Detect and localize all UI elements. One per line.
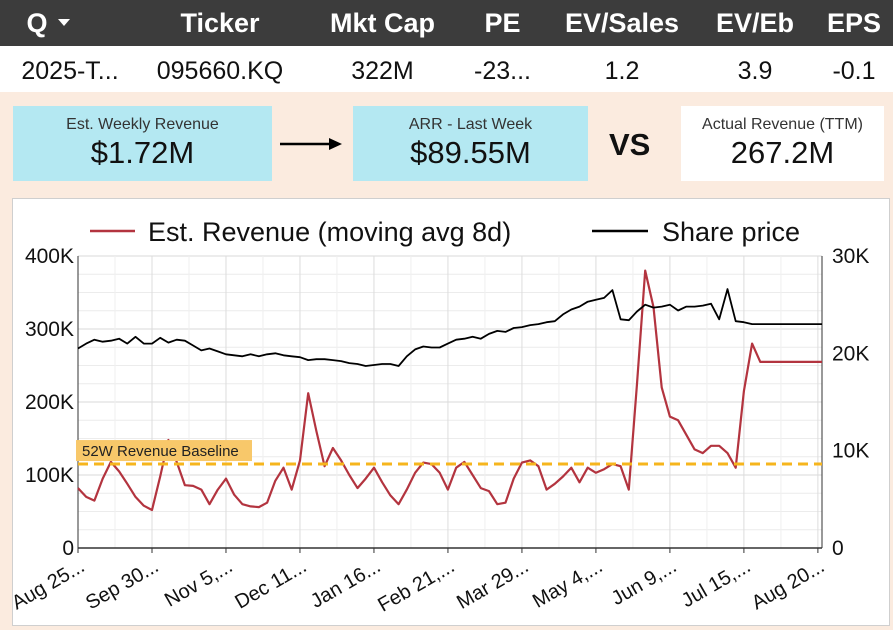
y-left-tick-label: 0: [62, 537, 74, 560]
quarter-column-header[interactable]: Q: [0, 0, 96, 46]
baseline-label: 52W Revenue Baseline: [82, 443, 239, 460]
revenue-series-line: [77, 269, 822, 512]
weekly-revenue-value: $1.72M: [90, 135, 195, 170]
share-price-series-line: [77, 288, 822, 367]
baseline-label-bg: [76, 440, 252, 462]
y-left-tick-label: 100K: [25, 464, 74, 487]
arr-card: ARR - Last Week $89.55M: [353, 106, 588, 181]
x-tick-label: May 4,...: [529, 555, 606, 612]
ticker-cell: 095660.KQ: [156, 57, 284, 85]
y-right-tick-label: 10K: [832, 440, 869, 463]
mktcap-column-header[interactable]: Mkt Cap: [329, 8, 435, 38]
arr-value: $89.55M: [410, 135, 531, 170]
legend-revenue-label: Est. Revenue (moving avg 8d): [148, 217, 511, 247]
y-right-tick-label: 30K: [832, 245, 869, 268]
x-tick-label: Jul 15,...: [678, 555, 754, 612]
table-row[interactable]: 2025-T... 095660.KQ 322M -23... 1.2 3.9 …: [0, 46, 893, 92]
mktcap-cell: 322M: [351, 57, 414, 85]
x-tick-label: Aug 25...: [8, 555, 88, 614]
x-tick-label: Feb 21,...: [374, 555, 458, 616]
ticker-column-header[interactable]: Ticker: [180, 8, 260, 38]
quarter-cell: 2025-T...: [21, 57, 119, 85]
eps-column-header[interactable]: EPS: [826, 8, 882, 38]
x-tick-label: Nov 5,...: [161, 555, 237, 611]
x-tick-label: Jan 16...: [307, 555, 384, 612]
evsales-cell: 1.2: [604, 57, 640, 85]
arrow-right-icon: [280, 138, 342, 150]
actual-revenue-label: Actual Revenue (TTM): [702, 116, 863, 133]
actual-revenue-card: Actual Revenue (TTM) 267.2M: [681, 106, 884, 181]
x-tick-label: Sep 30...: [82, 555, 162, 614]
weekly-revenue-card: Est. Weekly Revenue $1.72M: [13, 106, 272, 181]
weekly-revenue-label: Est. Weekly Revenue: [66, 116, 219, 133]
pe-cell: -23...: [474, 57, 531, 85]
x-tick-label: Aug 20...: [748, 555, 828, 614]
eveb-cell: 3.9: [737, 57, 773, 85]
y-left-tick-label: 200K: [25, 391, 74, 414]
actual-revenue-value: 267.2M: [730, 135, 835, 170]
eps-cell: -0.1: [832, 57, 876, 85]
legend-price-label: Share price: [662, 217, 800, 247]
vs-label: VS: [609, 127, 651, 162]
y-left-tick-label: 400K: [25, 245, 74, 268]
y-right-tick-label: 20K: [832, 342, 869, 365]
y-right-tick-label: 0: [832, 537, 844, 560]
arr-label: ARR - Last Week: [408, 116, 533, 133]
x-tick-label: Dec 11...: [231, 555, 310, 613]
x-tick-label: Mar 29...: [453, 555, 532, 614]
pe-column-header[interactable]: PE: [484, 8, 521, 38]
x-tick-label: Jun 9,...: [608, 555, 681, 610]
table-header: Q Ticker Mkt Cap PE EV/Sales EV/Eb EPS: [0, 0, 893, 46]
y-left-tick-label: 300K: [25, 318, 74, 341]
evsales-column-header[interactable]: EV/Sales: [564, 8, 680, 38]
caret-down-icon[interactable]: [57, 19, 70, 27]
quarter-header-label: Q: [26, 8, 48, 38]
eveb-column-header[interactable]: EV/Eb: [715, 8, 795, 38]
